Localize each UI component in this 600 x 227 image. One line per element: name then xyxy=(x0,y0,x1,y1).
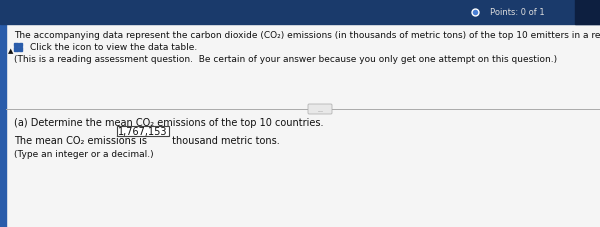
Text: Points: 0 of 1: Points: 0 of 1 xyxy=(490,8,545,17)
Text: thousand metric tons.: thousand metric tons. xyxy=(169,135,280,145)
Bar xyxy=(0,25,600,227)
Bar xyxy=(14,48,17,51)
Text: (Type an integer or a decimal.): (Type an integer or a decimal.) xyxy=(14,149,154,158)
Bar xyxy=(19,48,22,51)
Bar xyxy=(0,25,6,227)
FancyBboxPatch shape xyxy=(116,126,169,136)
Text: (a) Determine the mean CO₂ emissions of the top 10 countries.: (a) Determine the mean CO₂ emissions of … xyxy=(14,118,323,127)
FancyBboxPatch shape xyxy=(308,105,332,114)
Bar xyxy=(19,43,22,47)
Text: ▲: ▲ xyxy=(8,48,13,54)
Text: ...: ... xyxy=(317,107,323,112)
Bar xyxy=(0,0,600,25)
Text: 1,767,153: 1,767,153 xyxy=(118,126,167,136)
Text: The mean CO₂ emissions is: The mean CO₂ emissions is xyxy=(14,135,150,145)
Bar xyxy=(14,43,17,47)
Text: Click the icon to view the data table.: Click the icon to view the data table. xyxy=(30,43,197,52)
Bar xyxy=(575,0,600,25)
Text: (This is a reading assessment question.  Be certain of your answer because you o: (This is a reading assessment question. … xyxy=(14,55,557,64)
Text: The accompanying data represent the carbon dioxide (CO₂) emissions (in thousands: The accompanying data represent the carb… xyxy=(14,31,600,40)
